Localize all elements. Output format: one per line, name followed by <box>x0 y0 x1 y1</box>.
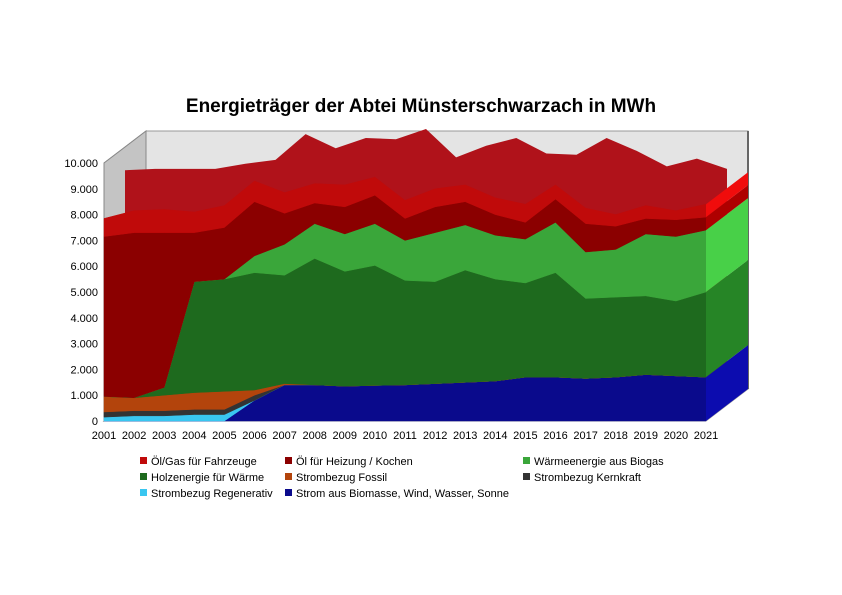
x-tick-label: 2021 <box>694 430 718 442</box>
legend-label: Öl für Heizung / Kochen <box>296 456 413 468</box>
legend-label: Holzenergie für Wärme <box>151 472 265 484</box>
x-tick-label: 2015 <box>513 430 537 442</box>
legend-swatch <box>523 457 530 464</box>
y-tick-label: 10.000 <box>64 158 98 170</box>
x-tick-label: 2007 <box>272 430 296 442</box>
legend-swatch <box>285 473 292 480</box>
3d-side-faces <box>706 172 748 421</box>
x-tick-label: 2003 <box>152 430 176 442</box>
side-face <box>706 198 748 292</box>
side-face <box>706 345 748 421</box>
legend-swatch <box>285 489 292 496</box>
y-axis-ticks: 0 1.000 2.000 3.000 4.000 5.000 6.000 7.000 8.00… <box>64 158 98 428</box>
legend-label: Strom aus Biomasse, Wind, Wasser, Sonne <box>296 488 509 500</box>
y-tick-label: 0 <box>92 416 98 428</box>
legend-swatch <box>140 489 147 496</box>
y-tick-label: 6.000 <box>70 261 98 273</box>
x-tick-label: 2013 <box>453 430 477 442</box>
x-tick-label: 2005 <box>212 430 236 442</box>
legend-item: Strombezug Kernkraft <box>523 472 641 484</box>
x-tick-label: 2009 <box>333 430 357 442</box>
x-tick-label: 2019 <box>634 430 658 442</box>
side-face <box>706 185 748 231</box>
y-tick-label: 2.000 <box>70 364 98 376</box>
y-tick-label: 8.000 <box>70 210 98 222</box>
x-tick-label: 2001 <box>92 430 116 442</box>
chart-title: Energieträger der Abtei Münsterschwarzac… <box>185 96 657 117</box>
x-tick-label: 2018 <box>603 430 627 442</box>
x-tick-label: 2012 <box>423 430 447 442</box>
legend-item: Wärmeenergie aus Biogas <box>523 456 664 468</box>
legend-item: Strombezug Regenerativ <box>140 488 273 500</box>
legend-swatch <box>523 473 530 480</box>
side-face <box>706 260 748 378</box>
legend-label: Öl/Gas für Fahrzeuge <box>151 456 257 468</box>
x-tick-label: 2006 <box>242 430 266 442</box>
legend-label: Strombezug Fossil <box>296 472 388 484</box>
legend-swatch <box>140 473 147 480</box>
y-tick-label: 3.000 <box>70 339 98 351</box>
x-tick-label: 2002 <box>122 430 146 442</box>
y-tick-label: 7.000 <box>70 235 98 247</box>
legend-swatch <box>285 457 292 464</box>
legend-item: Öl/Gas für Fahrzeuge <box>140 456 257 468</box>
x-tick-label: 2008 <box>302 430 326 442</box>
x-tick-label: 2014 <box>483 430 507 442</box>
y-tick-label: 5.000 <box>70 287 98 299</box>
x-tick-label: 2020 <box>664 430 688 442</box>
y-tick-label: 9.000 <box>70 184 98 196</box>
legend-label: Strombezug Regenerativ <box>151 488 273 500</box>
legend-swatch <box>140 457 147 464</box>
legend-item: Holzenergie für Wärme <box>140 472 264 484</box>
legend-item: Strom aus Biomasse, Wind, Wasser, Sonne <box>285 488 509 500</box>
y-tick-label: 4.000 <box>70 313 98 325</box>
x-tick-label: 2010 <box>363 430 387 442</box>
side-face <box>706 172 748 218</box>
x-tick-label: 2004 <box>182 430 206 442</box>
x-tick-label: 2017 <box>573 430 597 442</box>
y-tick-label: 1.000 <box>70 390 98 402</box>
x-tick-label: 2016 <box>543 430 567 442</box>
legend-item: Öl für Heizung / Kochen <box>285 456 413 468</box>
legend-item: Strombezug Fossil <box>285 472 387 484</box>
x-axis-ticks: 2001 2002 2003 2004 2005 2006 2007 2008 2009 2010… <box>92 430 718 442</box>
legend-label: Strombezug Kernkraft <box>534 472 641 484</box>
legend-label: Wärmeenergie aus Biogas <box>534 456 664 468</box>
x-tick-label: 2011 <box>393 430 417 442</box>
